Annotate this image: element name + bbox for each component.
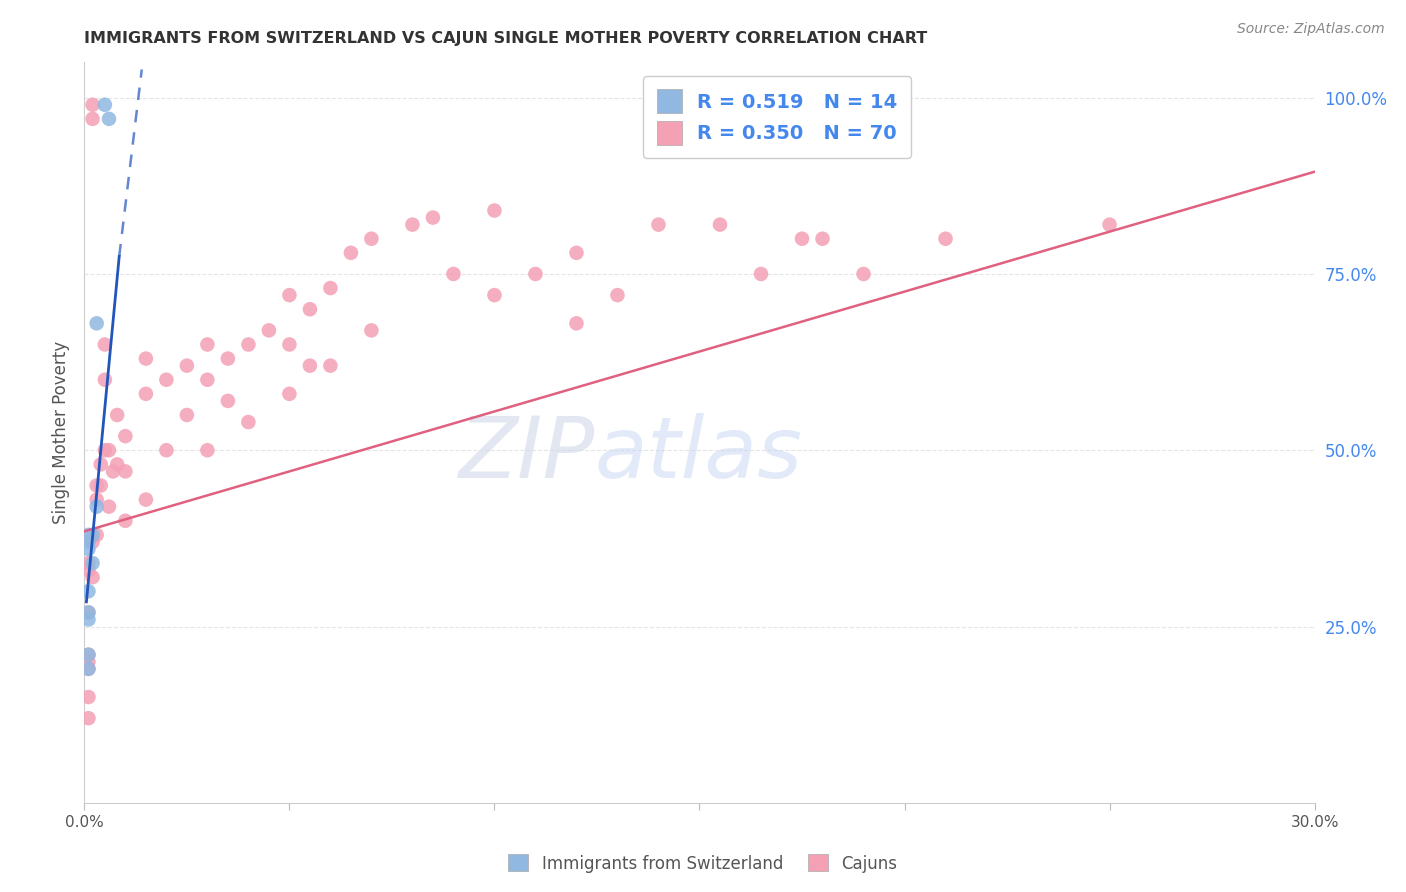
Point [77,541,100,556]
Point [105,458,128,472]
Point [790,232,813,246]
Point [82,97,104,112]
Point [101,464,124,478]
Point [935,232,957,246]
Point [98,112,120,126]
Point [77,528,100,542]
Point [278,337,301,351]
Point [77,690,100,704]
Point [443,267,465,281]
Point [77,662,100,676]
Point [82,535,104,549]
Point [135,387,157,401]
Point [86,492,108,507]
Point [77,535,100,549]
Y-axis label: Single Mother Poverty: Single Mother Poverty [52,341,70,524]
Point [852,267,875,281]
Point [90,478,112,492]
Point [114,429,136,443]
Point [484,203,506,218]
Point [749,267,772,281]
Point [422,211,444,225]
Point [340,245,363,260]
Point [197,373,219,387]
Point [77,655,100,669]
Point [114,464,136,478]
Point [197,443,219,458]
Legend: Immigrants from Switzerland, Cajuns: Immigrants from Switzerland, Cajuns [502,847,904,880]
Text: atlas: atlas [595,413,803,496]
Point [360,232,382,246]
Point [278,387,301,401]
Point [77,606,100,620]
Point [94,97,117,112]
Text: IMMIGRANTS FROM SWITZERLAND VS CAJUN SINGLE MOTHER POVERTY CORRELATION CHART: IMMIGRANTS FROM SWITZERLAND VS CAJUN SIN… [84,31,928,46]
Point [114,514,136,528]
Point [77,612,100,626]
Point [77,584,100,599]
Point [278,288,301,302]
Point [82,556,104,570]
Point [105,408,128,422]
Point [606,288,628,302]
Point [176,408,198,422]
Point [82,570,104,584]
Point [524,267,547,281]
Point [82,112,104,126]
Point [98,500,120,514]
Text: Source: ZipAtlas.com: Source: ZipAtlas.com [1237,22,1385,37]
Legend: R = 0.519   N = 14, R = 0.350   N = 70: R = 0.519 N = 14, R = 0.350 N = 70 [643,76,911,158]
Point [197,337,219,351]
Point [238,337,260,351]
Point [135,351,157,366]
Point [155,443,177,458]
Point [94,443,117,458]
Point [77,648,100,662]
Point [1098,218,1121,232]
Point [238,415,260,429]
Point [86,528,108,542]
Point [484,288,506,302]
Point [94,373,117,387]
Point [709,218,731,232]
Point [94,337,117,351]
Point [98,443,120,458]
Point [319,281,342,295]
Point [86,316,108,330]
Point [155,373,177,387]
Point [77,711,100,725]
Point [217,351,239,366]
Point [401,218,423,232]
Point [217,393,239,408]
Point [647,218,669,232]
Point [77,606,100,620]
Point [77,662,100,676]
Point [77,648,100,662]
Text: ZIP: ZIP [458,413,595,496]
Point [811,232,834,246]
Point [90,458,112,472]
Point [86,478,108,492]
Point [298,359,321,373]
Point [77,556,100,570]
Point [319,359,342,373]
Point [77,563,100,577]
Point [135,492,157,507]
Point [86,500,108,514]
Point [298,302,321,317]
Point [565,316,588,330]
Point [176,359,198,373]
Point [565,245,588,260]
Point [82,528,104,542]
Point [360,323,382,337]
Point [257,323,280,337]
